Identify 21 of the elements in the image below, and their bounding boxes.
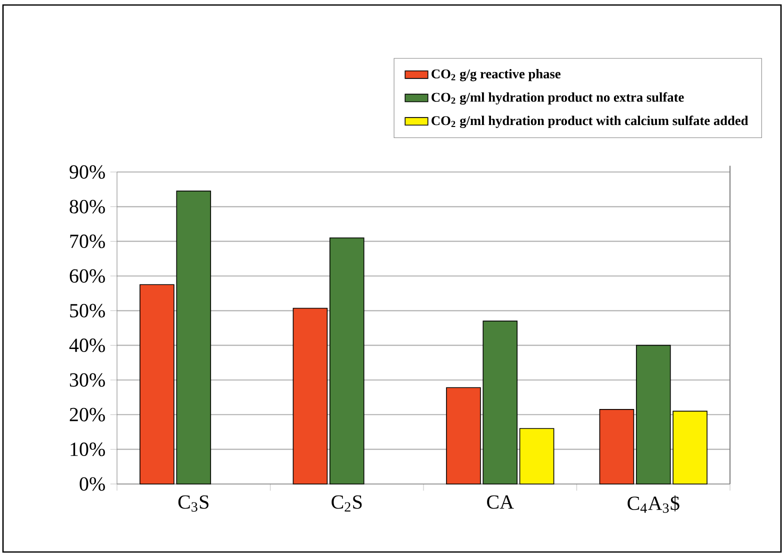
x-tick-label: C$_{3}$S [178, 495, 208, 512]
x-tick-label: C$_{2}$S [332, 495, 362, 512]
y-tick-label: 40% [69, 338, 105, 352]
y-tick-label: 30% [70, 373, 105, 387]
y-tick-label: 0% [80, 477, 105, 491]
x-tick-label: C$_{4}$A$_{3}$$ [628, 495, 680, 513]
bar [519, 428, 554, 484]
legend-label: CO$_{2}$ g/g reactive phase [432, 69, 560, 82]
y-tick-label: 70% [70, 234, 105, 248]
bar [329, 237, 364, 484]
y-tick-label: 10% [70, 442, 105, 456]
bar [599, 409, 634, 484]
y-tick-label: 90% [70, 165, 105, 179]
y-tick-label: 20% [70, 408, 105, 422]
y-tick-label: 80% [70, 200, 105, 214]
y-tick-label: 50% [70, 304, 105, 318]
y-tick-label: 60% [70, 269, 105, 283]
legend-label: CO$_{2}$ g/ml hydration product with calcium sulfate added [432, 116, 748, 128]
bar [292, 308, 328, 484]
x-tick-label: CA [487, 495, 514, 509]
legend-label: CO$_{2}$ g/ml hydration product no extra sulfate [432, 92, 684, 105]
